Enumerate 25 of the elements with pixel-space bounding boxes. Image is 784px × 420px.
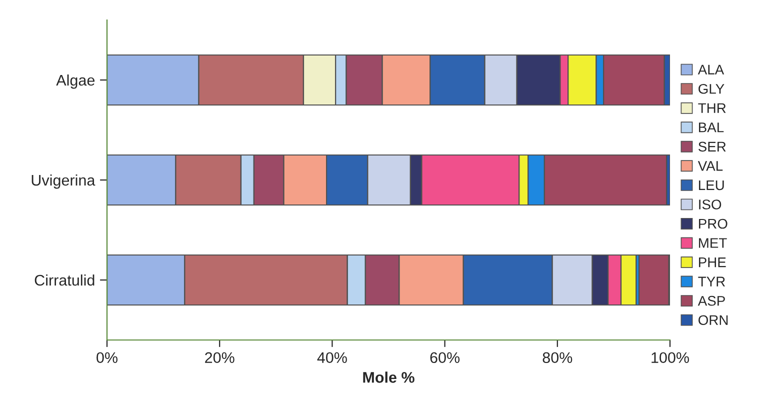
legend-label: PRO	[698, 218, 728, 229]
x-tick-label: 100%	[652, 352, 689, 364]
legend-label: SER	[698, 142, 726, 152]
y-tick-label: Algae	[56, 74, 95, 89]
legend-label: ASP	[698, 296, 725, 306]
bar	[638, 254, 670, 306]
x-tick-label: 60%	[430, 352, 460, 364]
x-axis-title: Mole %	[363, 372, 414, 383]
legend-label: ORN	[698, 315, 728, 326]
legend-label: LEU	[698, 180, 724, 190]
y-tick-label: Uvigerina	[32, 174, 96, 189]
x-tick-label: 0%	[96, 352, 118, 364]
legend-label: ISO	[699, 200, 722, 210]
legend-label: BAL	[698, 122, 724, 132]
legend-label: VAL	[698, 161, 723, 171]
y-tick-label: Cirratulid	[34, 274, 94, 286]
legend-label: MET	[698, 238, 727, 248]
legend-label: ALA	[698, 64, 724, 74]
x-tick-label: 80%	[542, 352, 572, 364]
legend-label: PHE	[698, 258, 726, 268]
legend-label: THR	[698, 103, 726, 113]
legend-label: TYR	[698, 276, 725, 286]
x-tick-label: 20%	[205, 352, 234, 364]
legend-label: GLY	[698, 84, 724, 94]
x-tick-label: 40%	[317, 352, 347, 364]
